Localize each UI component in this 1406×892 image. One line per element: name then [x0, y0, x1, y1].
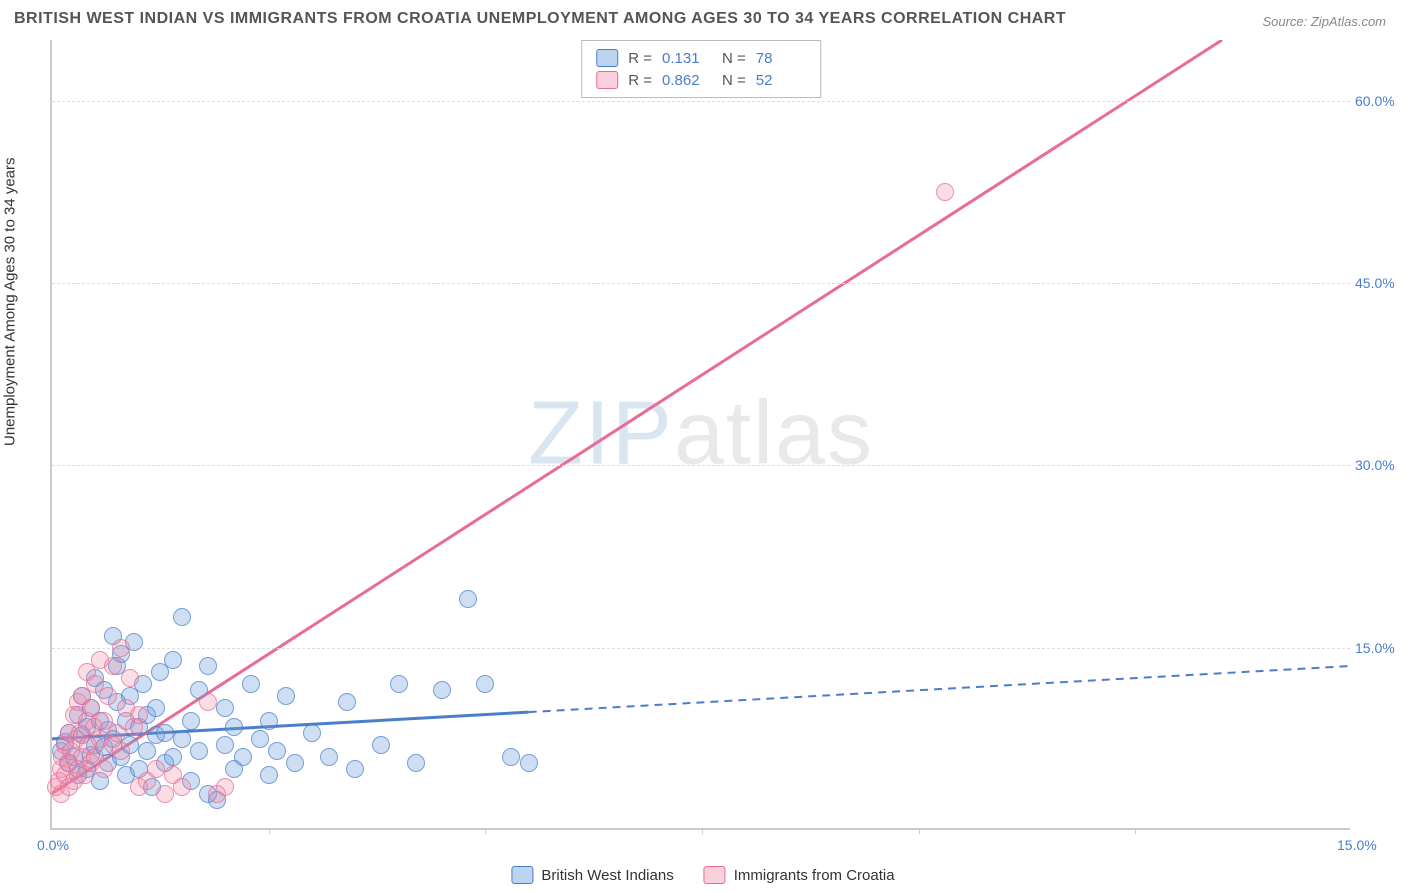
scatter-point [147, 760, 165, 778]
scatter-point [164, 651, 182, 669]
scatter-point [173, 778, 191, 796]
gridline [52, 283, 1350, 284]
r-value-series0: 0.131 [662, 50, 712, 67]
source-attribution: Source: ZipAtlas.com [1262, 14, 1386, 29]
x-tick-mark [1135, 828, 1136, 834]
scatter-point [260, 766, 278, 784]
scatter-point [156, 785, 174, 803]
r-label: R = [628, 50, 652, 67]
n-label: N = [722, 72, 746, 89]
legend-item-series1: Immigrants from Croatia [704, 866, 895, 884]
scatter-point [199, 693, 217, 711]
y-tick-label: 30.0% [1355, 457, 1405, 473]
gridline [52, 465, 1350, 466]
series-legend: British West Indians Immigrants from Cro… [511, 866, 894, 884]
x-tick-mark [919, 828, 920, 834]
scatter-point [138, 742, 156, 760]
scatter-point [303, 724, 321, 742]
y-tick-label: 45.0% [1355, 275, 1405, 291]
swatch-series1 [704, 866, 726, 884]
scatter-point [182, 712, 200, 730]
legend-row-series1: R = 0.862 N = 52 [596, 69, 806, 91]
scatter-point [286, 754, 304, 772]
x-tick-label: 0.0% [37, 837, 69, 853]
y-tick-label: 15.0% [1355, 640, 1405, 656]
scatter-point [234, 748, 252, 766]
scatter-point [130, 706, 148, 724]
n-label: N = [722, 50, 746, 67]
legend-item-series0: British West Indians [511, 866, 673, 884]
n-value-series1: 52 [756, 72, 806, 89]
trend-line-dashed [529, 666, 1352, 712]
watermark-atlas: atlas [674, 384, 874, 484]
scatter-point [502, 748, 520, 766]
scatter-point [407, 754, 425, 772]
x-tick-mark [269, 828, 270, 834]
scatter-point [260, 712, 278, 730]
scatter-point [173, 730, 191, 748]
x-tick-mark [702, 828, 703, 834]
scatter-point [216, 778, 234, 796]
plot-area: ZIPatlas R = 0.131 N = 78 R = 0.862 N = … [50, 40, 1350, 830]
scatter-point [433, 681, 451, 699]
scatter-point [147, 699, 165, 717]
swatch-series0 [511, 866, 533, 884]
r-label: R = [628, 72, 652, 89]
scatter-point [277, 687, 295, 705]
scatter-point [459, 590, 477, 608]
scatter-point [476, 675, 494, 693]
scatter-point [199, 657, 217, 675]
legend-label-series0: British West Indians [541, 867, 673, 884]
x-tick-label: 15.0% [1337, 837, 1377, 853]
trend-line-solid [52, 40, 1222, 794]
correlation-legend: R = 0.131 N = 78 R = 0.862 N = 52 [581, 40, 821, 98]
scatter-point [112, 742, 130, 760]
scatter-point [338, 693, 356, 711]
scatter-point [320, 748, 338, 766]
legend-label-series1: Immigrants from Croatia [734, 867, 895, 884]
watermark-zip: ZIP [528, 384, 674, 484]
gridline [52, 648, 1350, 649]
scatter-point [104, 657, 122, 675]
r-value-series1: 0.862 [662, 72, 712, 89]
scatter-point [216, 736, 234, 754]
n-value-series0: 78 [756, 50, 806, 67]
scatter-point [173, 608, 191, 626]
y-tick-label: 60.0% [1355, 93, 1405, 109]
scatter-point [225, 718, 243, 736]
scatter-point [164, 748, 182, 766]
scatter-point [95, 760, 113, 778]
scatter-point [346, 760, 364, 778]
scatter-point [936, 183, 954, 201]
chart-title: BRITISH WEST INDIAN VS IMMIGRANTS FROM C… [14, 10, 1066, 28]
scatter-point [251, 730, 269, 748]
watermark: ZIPatlas [528, 383, 874, 486]
scatter-point [112, 639, 130, 657]
trend-lines [52, 40, 1352, 830]
scatter-point [520, 754, 538, 772]
scatter-point [99, 687, 117, 705]
scatter-point [156, 724, 174, 742]
scatter-point [108, 724, 126, 742]
x-tick-mark [485, 828, 486, 834]
scatter-point [242, 675, 260, 693]
scatter-point [121, 669, 139, 687]
scatter-point [268, 742, 286, 760]
scatter-point [390, 675, 408, 693]
swatch-series0 [596, 49, 618, 67]
gridline [52, 101, 1350, 102]
y-axis-label: Unemployment Among Ages 30 to 34 years [2, 157, 19, 446]
legend-row-series0: R = 0.131 N = 78 [596, 47, 806, 69]
scatter-point [372, 736, 390, 754]
swatch-series1 [596, 71, 618, 89]
scatter-point [190, 742, 208, 760]
scatter-point [216, 699, 234, 717]
